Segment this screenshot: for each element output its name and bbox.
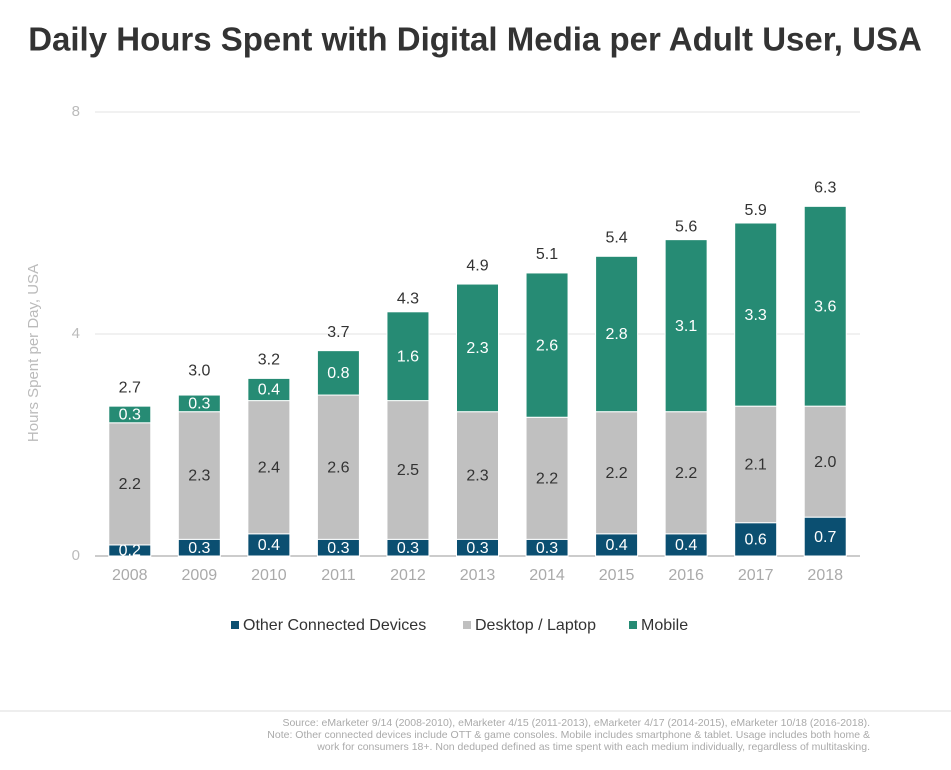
segment-label: 0.3 — [188, 396, 210, 413]
legend-swatch — [231, 621, 239, 629]
x-tick-label: 2011 — [321, 567, 356, 584]
legend-swatch — [629, 621, 637, 629]
x-tick-label: 2012 — [390, 567, 426, 584]
total-label: 2.7 — [119, 379, 141, 396]
bar-segment — [456, 411, 499, 540]
segment-label: 0.4 — [605, 537, 627, 554]
total-label: 4.3 — [397, 291, 419, 308]
segment-label: 0.7 — [814, 529, 836, 546]
bar-segment — [108, 405, 152, 424]
segment-label: 0.3 — [327, 540, 349, 557]
legend-swatch — [463, 621, 471, 629]
bar-segment — [247, 377, 291, 402]
bar-segment — [177, 394, 221, 413]
bar-segment — [803, 516, 847, 557]
bar-segment — [595, 411, 639, 535]
segment-label: 0.2 — [119, 543, 141, 560]
segment-label: 0.3 — [119, 407, 141, 424]
bar-segment — [734, 522, 778, 557]
total-label: 5.6 — [675, 218, 697, 235]
bar-segment — [386, 311, 430, 402]
segment-label: 2.1 — [745, 457, 767, 474]
segment-label: 0.6 — [745, 532, 767, 549]
total-label: 3.7 — [327, 324, 349, 341]
y-tick-label: 8 — [72, 103, 80, 120]
x-tick-label: 2018 — [807, 567, 843, 584]
x-tick-label: 2009 — [182, 567, 218, 584]
segment-label: 2.3 — [466, 340, 488, 357]
chart-title: Daily Hours Spent with Digital Media per… — [28, 21, 922, 58]
segment-label: 2.3 — [188, 468, 210, 485]
segment-label: 0.4 — [258, 382, 280, 399]
x-tick-label: 2017 — [738, 567, 774, 584]
segment-label: 2.5 — [397, 462, 419, 479]
segment-label: 2.2 — [119, 476, 141, 493]
footnote: work for consumers 18+. Non deduped defi… — [316, 741, 870, 753]
bar-segment — [664, 239, 708, 413]
y-tick-label: 4 — [72, 325, 80, 342]
bar-segment — [316, 394, 360, 540]
total-label: 5.4 — [605, 230, 627, 247]
y-axis-label: Hours Spent per Day, USA — [25, 264, 42, 442]
bar-segment — [803, 205, 847, 407]
y-tick-label: 0 — [72, 547, 80, 564]
x-tick-label: 2010 — [251, 567, 287, 584]
footnote: Source: eMarketer 9/14 (2008-2010), eMar… — [282, 717, 870, 729]
segment-label: 3.3 — [745, 307, 767, 324]
x-tick-label: 2014 — [529, 567, 565, 584]
total-label: 5.1 — [536, 246, 558, 263]
total-label: 4.9 — [466, 257, 488, 274]
segment-label: 0.4 — [675, 537, 697, 554]
x-tick-label: 2016 — [668, 567, 704, 584]
segment-label: 2.6 — [327, 459, 349, 476]
bar-segment — [386, 400, 430, 540]
segment-label: 3.6 — [814, 298, 836, 315]
total-label: 5.9 — [745, 202, 767, 219]
legend-label: Other Connected Devices — [243, 617, 426, 634]
segment-label: 0.3 — [188, 540, 210, 557]
segment-label: 0.4 — [258, 537, 280, 554]
bar-segment — [595, 255, 639, 413]
bar-segment — [525, 272, 569, 418]
segment-label: 2.3 — [466, 468, 488, 485]
segment-label: 2.2 — [675, 465, 697, 482]
segment-label: 2.4 — [258, 459, 280, 476]
bar-segment — [456, 283, 499, 413]
total-label: 3.2 — [258, 352, 280, 369]
total-label: 6.3 — [814, 180, 836, 197]
x-tick-label: 2013 — [460, 567, 496, 584]
segment-label: 2.6 — [536, 337, 558, 354]
x-tick-label: 2008 — [112, 567, 148, 584]
segment-label: 0.3 — [397, 540, 419, 557]
legend-label: Mobile — [641, 617, 688, 634]
bar-segment — [734, 222, 778, 407]
segment-label: 3.1 — [675, 318, 697, 335]
bar-segment — [525, 416, 569, 540]
legend-label: Desktop / Laptop — [475, 617, 596, 634]
footnote: Note: Other connected devices include OT… — [267, 729, 870, 741]
bar-segment — [247, 400, 291, 535]
bar-segment — [177, 411, 221, 540]
x-tick-label: 2015 — [599, 567, 635, 584]
segment-label: 1.6 — [397, 348, 419, 365]
total-label: 3.0 — [188, 363, 210, 380]
segment-label: 2.0 — [814, 454, 836, 471]
segment-label: 2.2 — [536, 471, 558, 488]
bar-segment — [316, 350, 360, 396]
segment-label: 2.2 — [605, 465, 627, 482]
segment-label: 2.8 — [605, 326, 627, 343]
segment-label: 0.8 — [327, 365, 349, 382]
bar-segment — [803, 405, 847, 518]
segment-label: 0.3 — [466, 540, 488, 557]
segment-label: 0.3 — [536, 540, 558, 557]
